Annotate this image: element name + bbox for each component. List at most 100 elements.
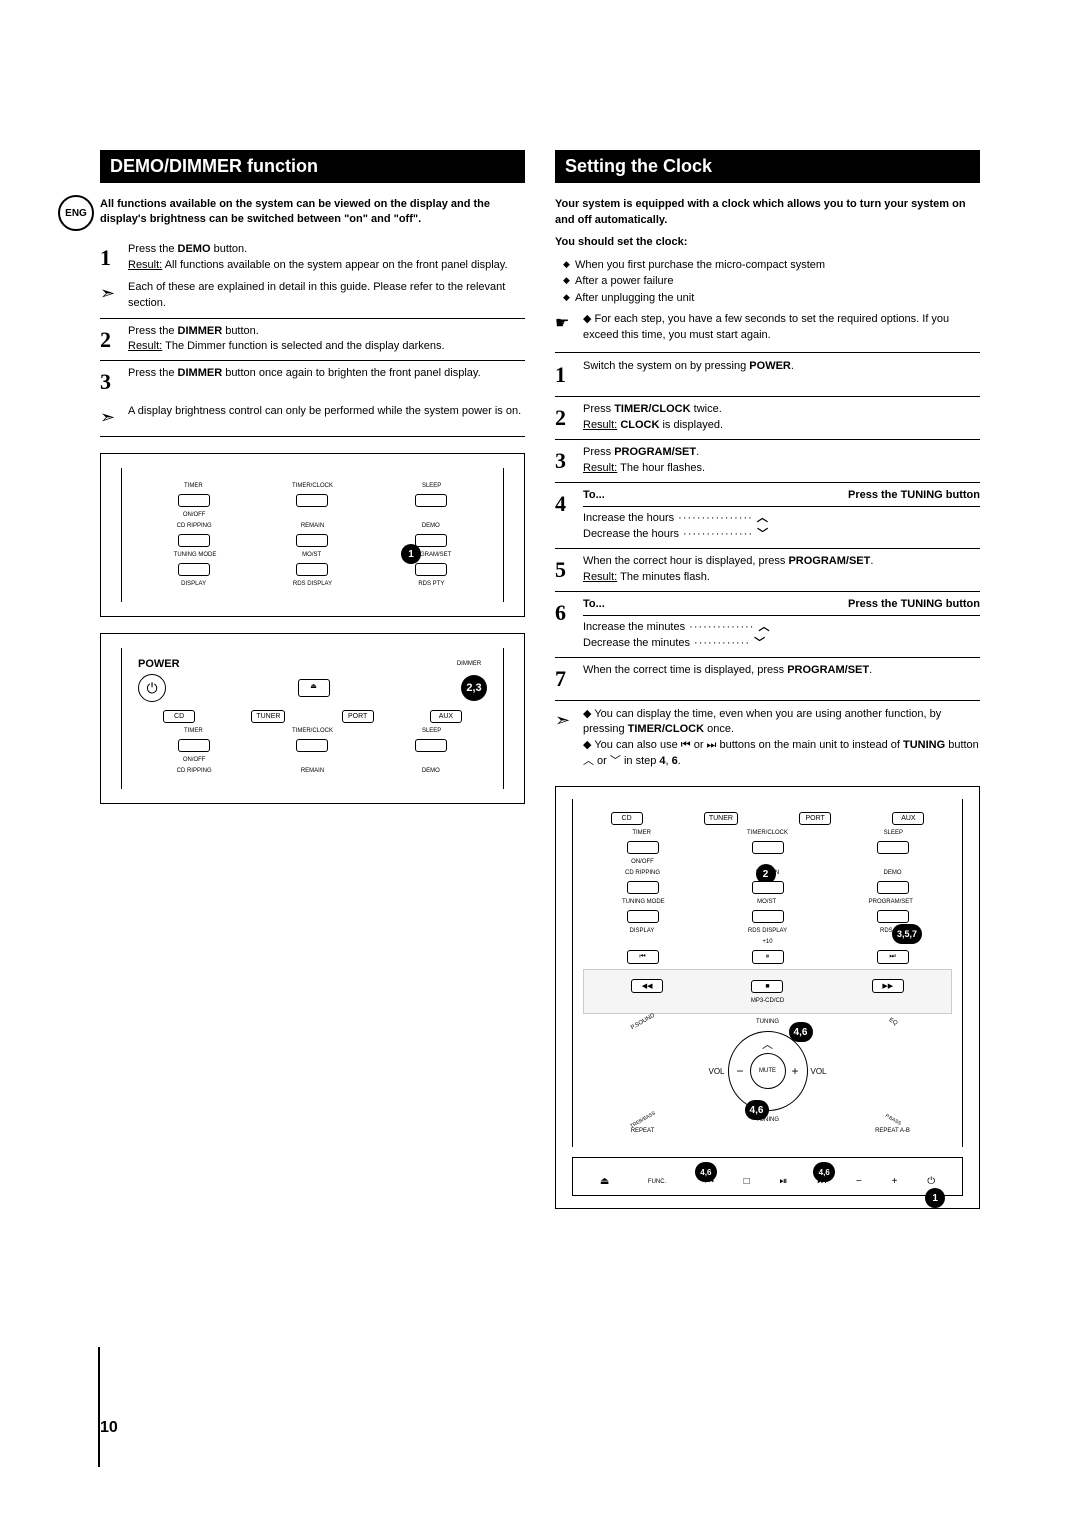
minus-icon: −: [737, 1064, 744, 1078]
remote-label: TIMER: [624, 830, 660, 836]
step-number: 3: [100, 366, 118, 398]
remote-button: PORT: [799, 812, 831, 825]
step-number: 2: [100, 324, 118, 356]
page-number: 10: [100, 1419, 118, 1437]
hand-note: ☛ ◆ For each step, you have a few second…: [555, 312, 980, 353]
remote-button: [627, 910, 659, 923]
next-track-icon: ⏭: [877, 950, 909, 964]
remote-label: SLEEP: [414, 483, 450, 489]
note-text: Each of these are explained in detail in…: [128, 280, 525, 312]
step-number: 4: [555, 488, 573, 543]
remote-button: [877, 910, 909, 923]
note-1: ➣ Each of these are explained in detail …: [100, 280, 525, 312]
note-icon: ➣: [100, 280, 118, 312]
step-text: Press PROGRAM/SET.Result: The hour flash…: [583, 445, 980, 477]
note-text: A display brightness control can only be…: [128, 404, 521, 430]
plus-icon: +: [791, 1064, 798, 1078]
pause-icon: ⏸: [752, 950, 784, 964]
remote-label: DEMO: [413, 768, 449, 774]
remote-label: REMAIN: [294, 768, 330, 774]
step-1: 1 Press the DEMO button.Result: All func…: [100, 242, 525, 274]
remote-button: [627, 881, 659, 894]
decrease-text: Decrease the minutes: [583, 637, 690, 649]
remote-diagram-right: CDTUNERPORTAUX TIMERTIMER/CLOCKSLEEP ON/…: [555, 786, 980, 1209]
eject-button: ⏏: [298, 679, 330, 697]
remote-label: REPEAT A-B: [875, 1128, 911, 1134]
clock-intro-2: You should set the clock:: [555, 236, 687, 248]
down-chevron-icon: ﹀: [757, 528, 768, 540]
minus-icon: −: [856, 1176, 862, 1187]
step-marker: 1: [401, 544, 421, 564]
remote-label: ON/OFF: [625, 859, 661, 865]
left-column: DEMO/DIMMER function All functions avail…: [100, 150, 525, 1209]
step-text: Press the DIMMER button once again to br…: [128, 366, 525, 398]
power-icon: ⏻1: [927, 1176, 935, 1187]
clock-intro-1: Your system is equipped with a clock whi…: [555, 198, 966, 226]
remote-label: DISPLAY: [624, 928, 660, 934]
remote-label: CD RIPPING: [625, 870, 661, 876]
remote-label: MO/ST: [294, 552, 330, 558]
volume-dial: ︿ VOL − MUTE + VOL 4,6 4,6: [728, 1031, 808, 1111]
remote-button: TUNER: [251, 710, 285, 723]
step-number: 7: [555, 663, 573, 695]
bullet: After a power failure: [563, 273, 980, 290]
vol-label: VOL: [709, 1067, 725, 1076]
tuning-label: TUNING: [750, 1117, 786, 1123]
step-6r: 6 To...Press the TUNING button Increase …: [555, 597, 980, 652]
remote-button: [296, 563, 328, 576]
remote-button: [415, 563, 447, 576]
step-number: 3: [555, 445, 573, 477]
remote-label: MP3-CD/CD: [750, 998, 786, 1004]
pointing-hand-icon: ☛: [555, 312, 575, 344]
next-track-icon: ⏭4,6: [817, 1176, 826, 1187]
step-number: 1: [555, 359, 573, 391]
remote-button: [752, 910, 784, 923]
remote-diagram-2: POWER DIMMER ⏻ ⏏ 2,3 CDTUNERPORTAUX TIME…: [100, 633, 525, 804]
remote-label: SLEEP: [875, 830, 911, 836]
tuning-label: Press the TUNING button: [848, 597, 980, 613]
vol-label: VOL: [810, 1067, 826, 1076]
remote-label: SLEEP: [414, 728, 450, 734]
step-5r: 5When the correct hour is displayed, pre…: [555, 554, 980, 586]
step-text: Switch the system on by pressing POWER.: [583, 359, 980, 391]
remote-button: [178, 494, 210, 507]
step-3r: 3 Press PROGRAM/SET.Result: The hour flas…: [555, 445, 980, 477]
rewind-icon: ◀◀: [631, 979, 663, 993]
remote-button: [178, 739, 210, 752]
main-unit-diagram: ⏏ FUNC. ⏮4,6 □ ⏯ ⏭4,6 − + ⏻1: [572, 1157, 963, 1196]
remote-button: AUX: [430, 710, 462, 723]
remote-label: TIMER: [175, 728, 211, 734]
remote-label: TUNING: [750, 1019, 786, 1025]
remote-label: TIMER/CLOCK: [292, 483, 333, 489]
remote-label: DISPLAY: [176, 581, 212, 587]
step-marker: 4,6: [789, 1022, 813, 1042]
dimmer-label: DIMMER: [451, 661, 487, 667]
step-marker: 1: [925, 1188, 945, 1208]
prev-track-icon: ⏮: [627, 950, 659, 964]
remote-label: TIMER/CLOCK: [292, 728, 333, 734]
to-label: To...: [583, 597, 605, 613]
remote-label: +10: [750, 939, 786, 945]
note-icon: ➣: [555, 707, 573, 771]
remote-button: [296, 739, 328, 752]
remote-button: PORT: [342, 710, 374, 723]
clock-bullets: When you first purchase the micro-compac…: [563, 257, 980, 307]
increase-text: Increase the hours: [583, 512, 674, 524]
remote-button: [415, 494, 447, 507]
hand-note-text: For each step, you have a few seconds to…: [583, 313, 949, 341]
step-number: 6: [555, 597, 573, 652]
remote-label: RDS PTY: [413, 581, 449, 587]
bullet: When you first purchase the micro-compac…: [563, 257, 980, 274]
remote-button: [752, 881, 784, 894]
step-3: 3 Press the DIMMER button once again to …: [100, 366, 525, 398]
stop-icon: □: [744, 1176, 750, 1187]
setting-clock-title: Setting the Clock: [555, 150, 980, 183]
remote-button: [415, 739, 447, 752]
step-2r: 2Press TIMER/CLOCK twice.Result: CLOCK i…: [555, 402, 980, 434]
step-text: Press TIMER/CLOCK twice.Result: CLOCK is…: [583, 402, 980, 434]
step-number: 5: [555, 554, 573, 586]
remote-label: REPEAT: [625, 1128, 661, 1134]
remote-label: TUNING MODE: [174, 552, 217, 558]
remote-label: TIMER: [175, 483, 211, 489]
remote-button: [877, 841, 909, 854]
